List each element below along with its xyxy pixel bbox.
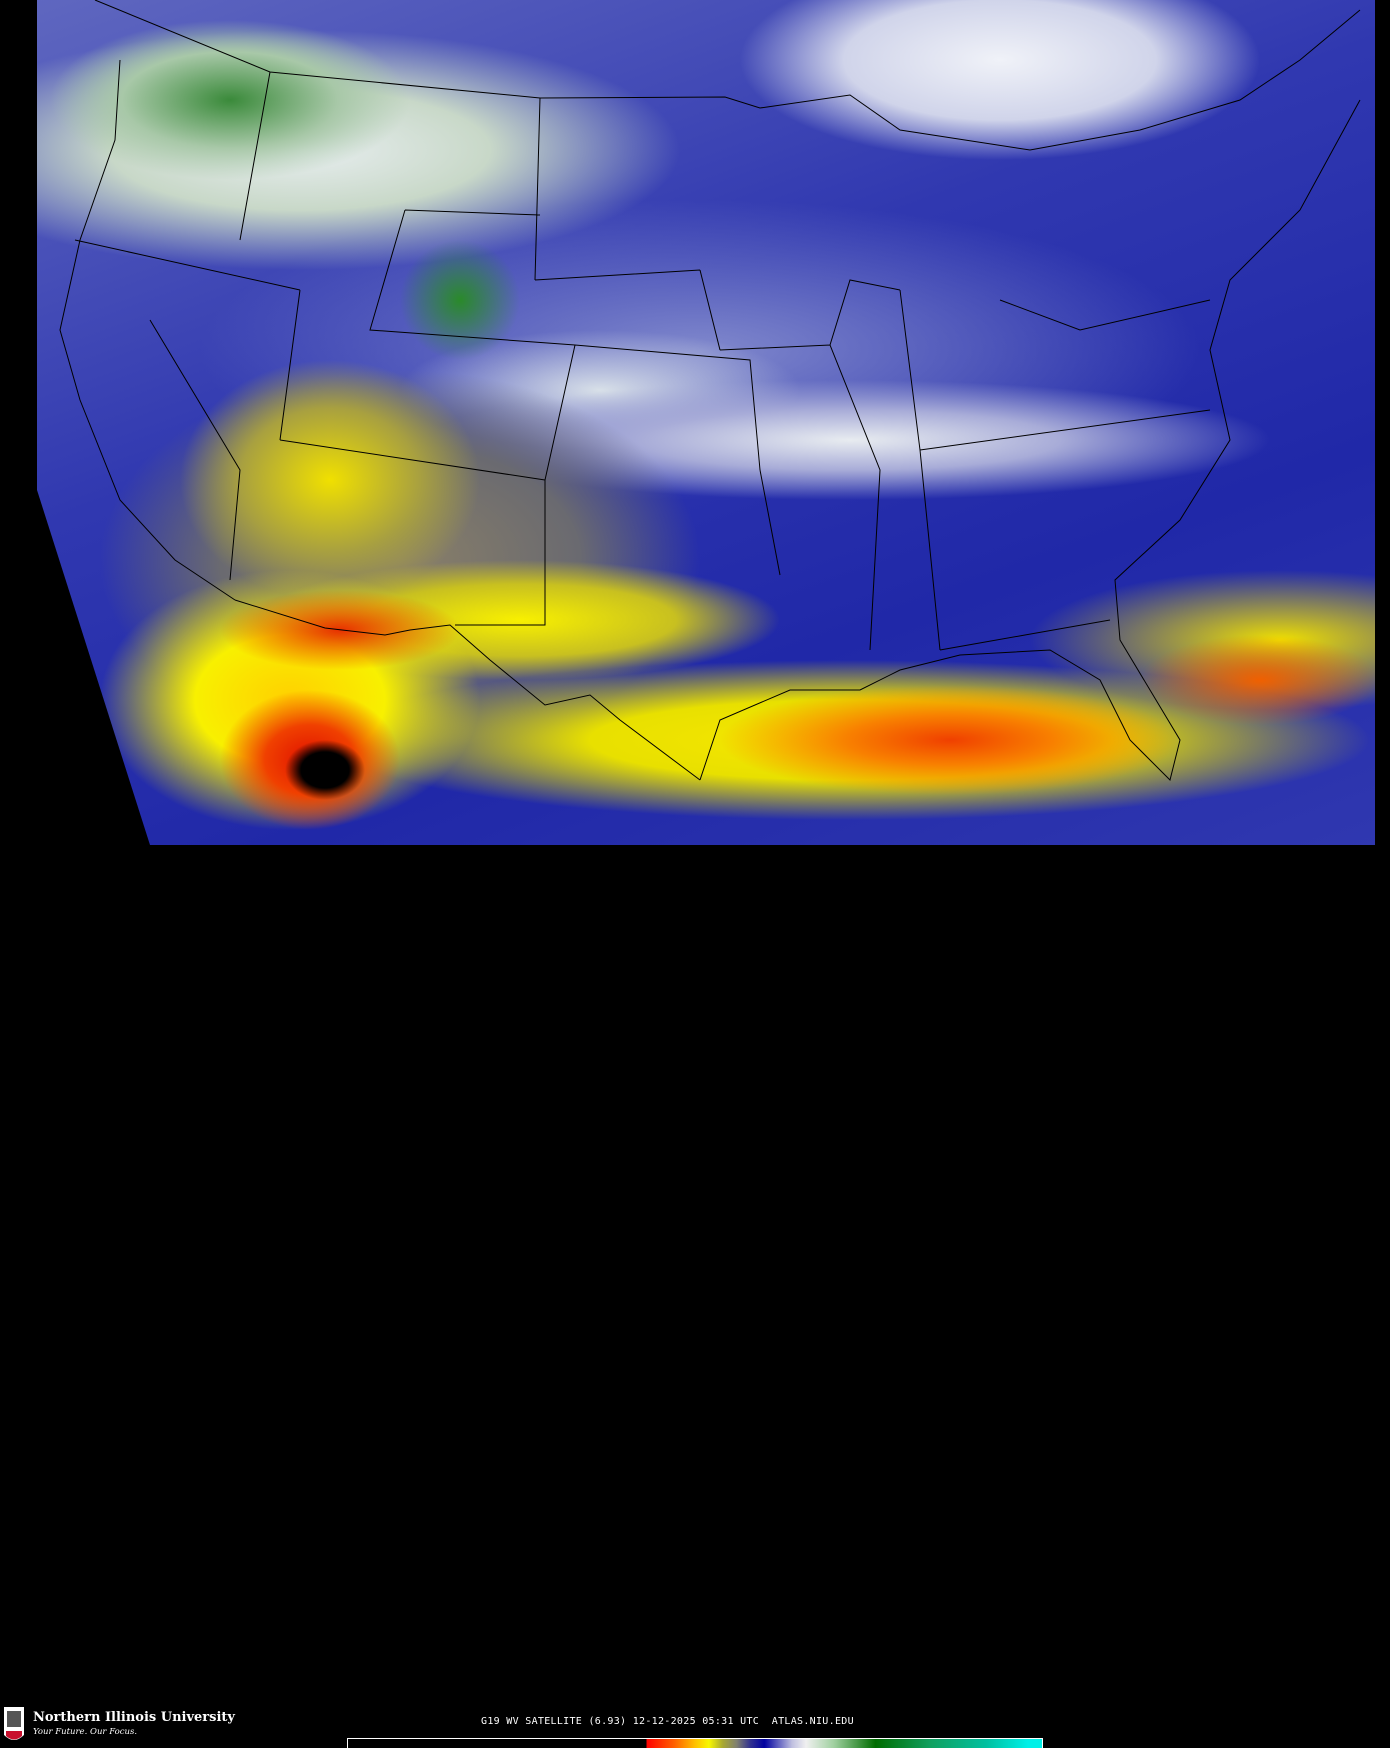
niu-logo <box>4 1707 24 1740</box>
color-scale-bar <box>347 1738 1043 1748</box>
coast-west <box>59 59 236 601</box>
university-name: Northern Illinois University <box>33 1710 235 1725</box>
product-caption: G19 WV SATELLITE (6.93) 12-12-2025 05:31… <box>481 1716 854 1727</box>
university-tagline: Your Future. Our Focus. <box>33 1727 138 1737</box>
border-us-canada <box>94 0 1361 151</box>
state-boundaries <box>59 0 1361 781</box>
coast-gulf <box>699 99 1361 781</box>
state-lines <box>74 71 1211 651</box>
water-vapor-satellite-image <box>37 0 1375 845</box>
footer-bar: Northern Illinois University Your Future… <box>0 848 1390 1748</box>
border-us-mexico <box>234 599 701 781</box>
